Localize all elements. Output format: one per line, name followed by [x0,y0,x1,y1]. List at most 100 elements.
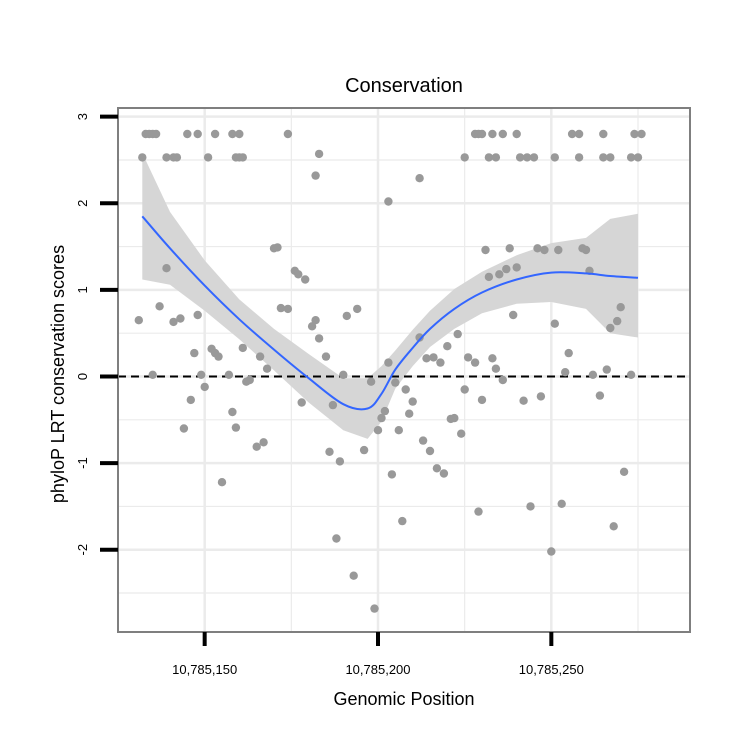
data-point [349,571,358,580]
data-point [439,469,449,478]
data-point [155,302,164,311]
data-point [193,310,202,320]
y-tick-label: 2 [75,200,90,207]
data-point [633,153,643,162]
data-point [567,129,577,139]
y-tick-label: -1 [75,457,90,469]
data-point [619,467,629,476]
data-point [224,370,234,379]
data-point [526,502,535,511]
data-point [491,364,501,373]
data-point [311,171,320,180]
data-point [398,516,407,526]
x-tick-label: 10,785,150 [172,662,237,677]
data-point [339,370,348,379]
data-point [595,391,605,400]
data-point [502,264,511,274]
data-point [443,342,452,351]
data-points [134,129,646,613]
data-point [474,507,483,516]
data-point [626,153,636,162]
data-point [460,153,469,162]
data-point [332,534,341,543]
data-point [335,457,345,466]
data-point [436,358,445,367]
data-point [314,149,324,159]
data-point [359,445,369,455]
data-point [294,270,303,279]
data-point [574,129,584,139]
data-point [408,397,417,406]
data-point [197,370,206,379]
data-point [498,129,507,139]
data-point [186,395,195,405]
data-point [228,129,237,139]
data-point [477,395,487,405]
data-point [391,378,400,387]
data-point [190,348,199,358]
data-point [488,129,497,139]
data-point [550,319,559,328]
data-point [138,153,147,162]
data-point [183,129,192,139]
confidence-band [142,153,639,439]
data-point [328,400,338,410]
data-point [574,153,584,162]
data-point [540,245,549,255]
data-point [259,438,268,447]
data-point [609,522,618,531]
data-point [321,352,331,361]
x-axis: 10,785,150 10,785,200 10,785,250 [172,632,584,677]
data-point [512,263,521,272]
data-point [301,275,310,284]
data-point [377,413,386,423]
data-point [505,244,514,253]
data-point [422,354,431,363]
data-point [561,368,570,377]
data-point [550,153,559,162]
data-point [488,354,497,363]
data-point [314,334,324,343]
data-point [238,153,247,162]
data-point [599,153,608,162]
data-point [380,406,390,416]
data-point [162,153,171,162]
data-point [283,129,293,139]
data-point [564,348,573,358]
data-point [214,352,223,361]
data-point [432,464,442,473]
data-point [200,382,209,392]
data-point [498,375,507,385]
data-point [210,129,220,139]
data-point [353,304,362,314]
data-point [536,392,546,401]
data-point [425,446,435,456]
data-point [162,264,171,273]
data-point [262,364,272,373]
data-point [457,429,466,438]
smooth-line [141,215,639,411]
data-point [477,129,487,139]
data-point [613,316,622,326]
data-point [509,310,518,320]
data-point [325,447,334,456]
data-point [606,323,615,333]
data-point [384,358,393,367]
data-point [470,358,480,367]
data-point [637,129,646,139]
data-point [179,424,189,433]
data-point [283,304,293,314]
data-point [533,244,542,253]
data-point [450,413,459,423]
data-point [418,436,428,445]
data-point [172,153,182,162]
data-point [276,303,286,313]
data-point [588,370,598,379]
data-point [307,322,317,331]
data-point [311,316,320,325]
data-point [484,272,494,282]
data-point [366,377,376,386]
y-tick-label: -2 [75,544,90,556]
y-tick-label: 1 [75,286,90,293]
data-point [429,353,438,362]
